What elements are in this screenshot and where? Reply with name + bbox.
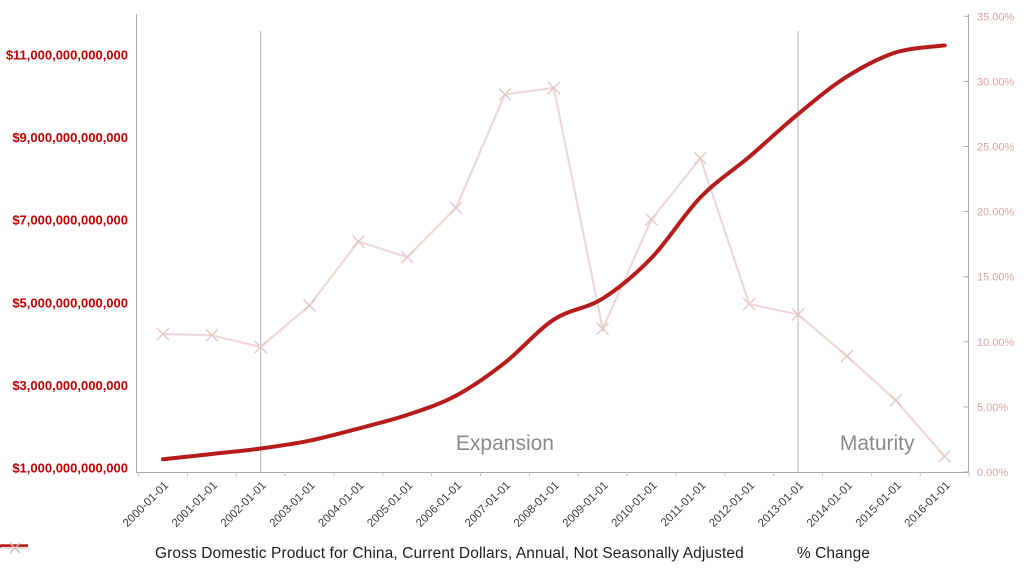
phase-label: Maturity (840, 432, 915, 455)
pct-change-marker (840, 349, 854, 363)
left-axis-tick-label: $5,000,000,000,000 (12, 295, 128, 310)
pct-change-marker (645, 212, 658, 226)
right-axis-tick-label: 0.00% (977, 467, 1008, 479)
x-axis-label: 2011-01-01 (659, 480, 708, 529)
phase-label: Expansion (456, 432, 554, 455)
x-axis-label: 2010-01-01 (610, 480, 660, 530)
left-axis-tick-label: $1,000,000,000,000 (12, 461, 128, 476)
pct-change-marker (889, 393, 903, 407)
right-axis-tick-label: 10.00% (977, 337, 1015, 349)
pct-change-marker (156, 327, 170, 341)
pct-change-marker (449, 201, 463, 215)
pct-change-line (162, 86, 946, 458)
legend-label-pct-change: % Change (796, 545, 871, 563)
pct-change-marker (596, 322, 610, 336)
left-axis-tick-label: $11,000,000,000,000 (6, 48, 128, 63)
gdp-line-swatch-icon (0, 544, 28, 548)
x-axis-label: 2013-01-01 (756, 480, 806, 530)
pct-change-marker (498, 87, 512, 101)
x-axis-label: 2012-01-01 (707, 480, 757, 530)
pct-change-marker (693, 151, 707, 165)
right-axis-tick-label: 30.00% (977, 76, 1015, 88)
pct-change-line-swatch-icon (1, 542, 29, 554)
legend-item-gdp: Gross Domestic Product for China, Curren… (0, 544, 744, 563)
legend-label-gdp: Gross Domestic Product for China, Curren… (154, 545, 744, 563)
x-axis-label: 2008-01-01 (512, 480, 562, 530)
left-axis-tick-label: $3,000,000,000,000 (12, 378, 128, 393)
pct-change-marker (791, 307, 805, 321)
pct-change-marker (303, 298, 317, 312)
x-axis-label: 2001-01-01 (170, 480, 220, 530)
left-axis-tick-label: $7,000,000,000,000 (12, 213, 128, 228)
gdp-line (161, 43, 947, 462)
x-axis-label: 2006-01-01 (414, 480, 464, 530)
pct-change-marker (938, 449, 952, 463)
pct-change-marker (351, 235, 365, 249)
pct-change-marker (205, 328, 219, 342)
x-axis-label: 2016-01-01 (903, 480, 953, 530)
right-axis-tick-label: 5.00% (977, 402, 1008, 414)
pct-change-marker (400, 250, 414, 264)
x-axis-label: 2000-01-01 (121, 480, 171, 530)
right-axis-tick-label: 25.00% (977, 142, 1015, 154)
x-axis-label: 2005-01-01 (365, 480, 415, 530)
x-axis-label: 2015-01-01 (854, 480, 904, 530)
legend-item-pct-change: % Change (1, 542, 871, 563)
left-axis-tick-label: $9,000,000,000,000 (12, 130, 128, 145)
chart-svg: $1,000,000,000,000 $3,000,000,000,000 $5,0… (6, 11, 1015, 530)
pct-change-marker (547, 81, 561, 95)
x-axis-label: 2007-01-01 (463, 480, 513, 530)
x-axis-label: 2003-01-01 (268, 480, 318, 530)
right-axis-tick-label: 20.00% (977, 207, 1015, 219)
x-axis-label: 2014-01-01 (805, 480, 855, 530)
x-axis-label: 2002-01-01 (219, 480, 269, 530)
pct-change-marker (254, 340, 268, 354)
x-axis-label: 2004-01-01 (316, 480, 366, 530)
pct-change-marker (742, 297, 756, 311)
legend: Gross Domestic Product for China, Curren… (0, 541, 1024, 567)
right-axis-tick-label: 35.00% (977, 11, 1015, 23)
right-axis-tick-label: 15.00% (977, 272, 1015, 284)
x-axis-label: 2009-01-01 (561, 480, 611, 530)
